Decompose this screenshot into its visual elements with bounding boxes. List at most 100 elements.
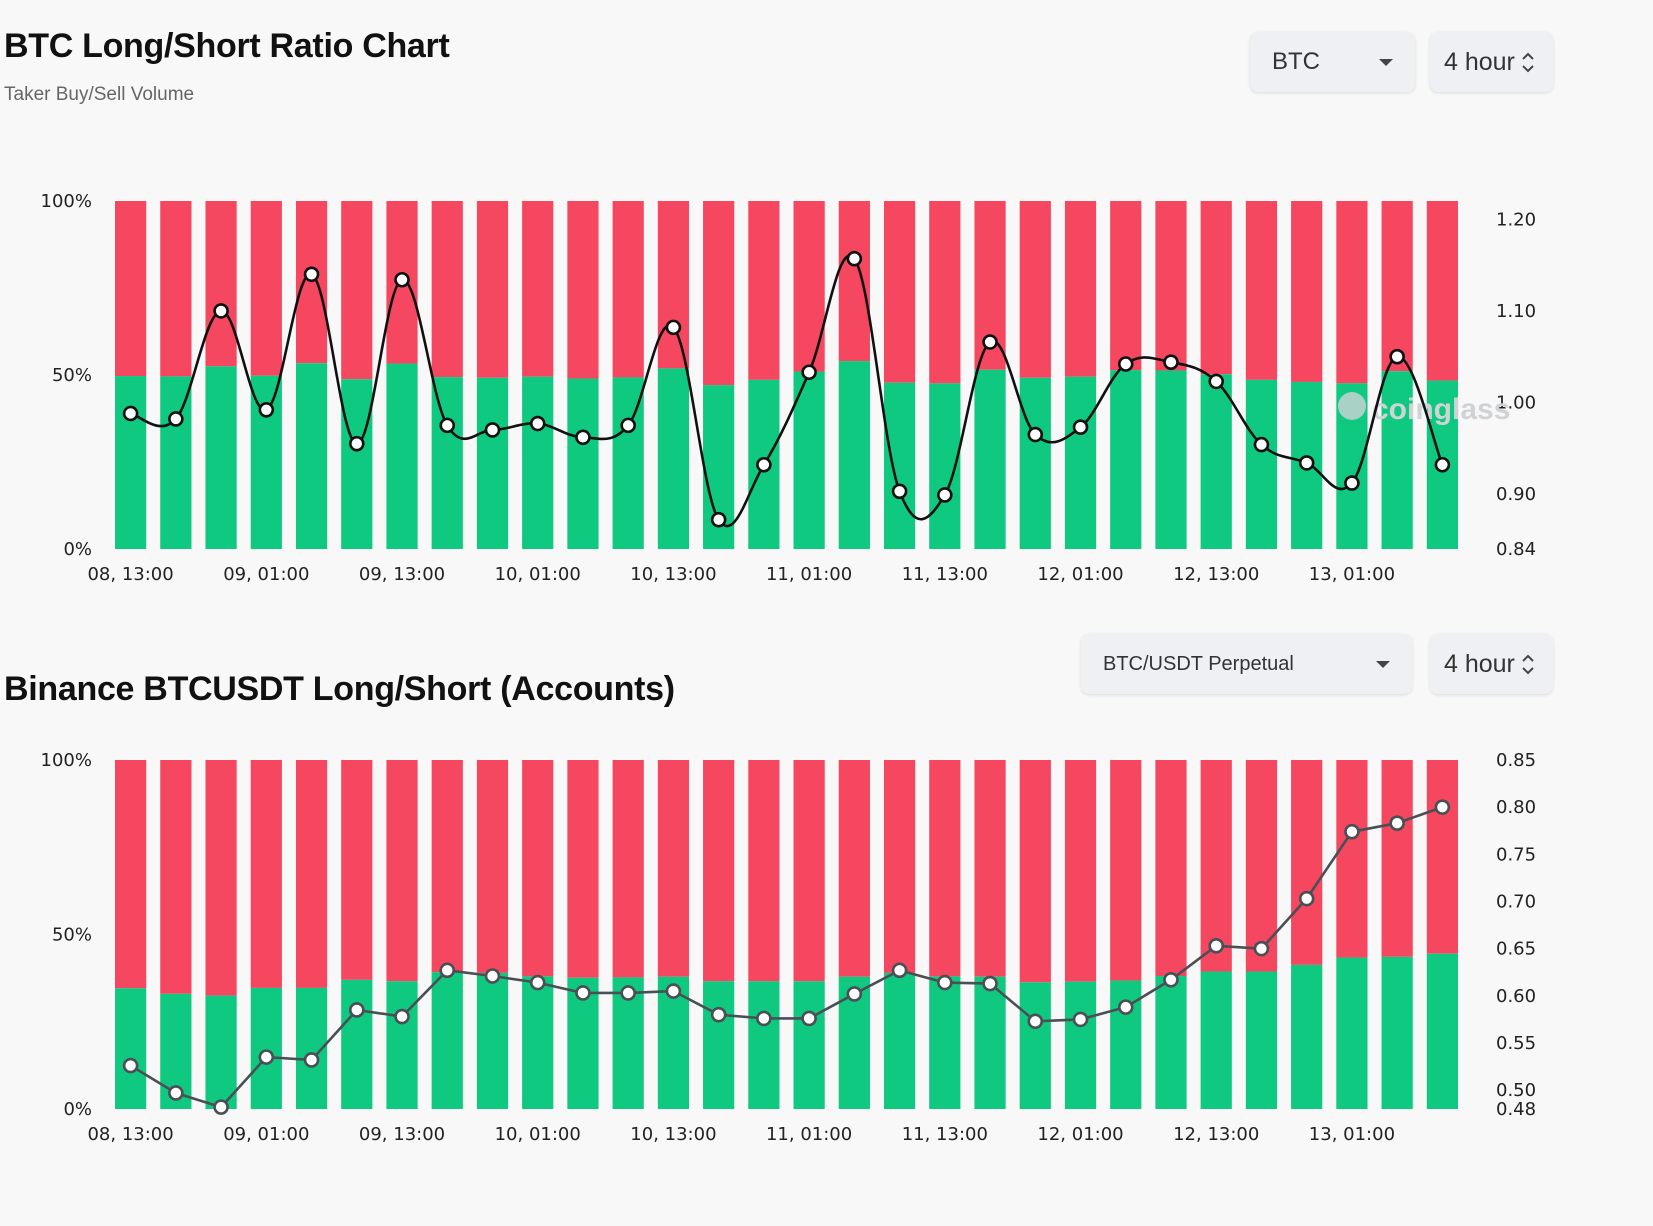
long-bar: [1245, 971, 1278, 1109]
updown-arrows-icon: [1521, 52, 1535, 73]
short-bar: [703, 201, 735, 386]
x-tick-label: 11, 13:00: [902, 1124, 988, 1145]
y-left-tick-label: 50%: [52, 365, 92, 386]
short-bar: [522, 760, 554, 977]
interval-select-value: 4 hour: [1444, 47, 1515, 76]
short-bar: [1426, 760, 1458, 954]
ratio-point: [394, 271, 410, 288]
short-bar: [1336, 760, 1368, 958]
ratio-point: [258, 1049, 275, 1065]
long-bar: [1426, 953, 1458, 1109]
short-bar: [929, 201, 961, 384]
x-tick-label: 11, 13:00: [902, 564, 988, 585]
x-tick-label: 13, 01:00: [1309, 564, 1395, 585]
long-bar: [1110, 370, 1142, 549]
ratio-point: [1298, 890, 1315, 907]
short-bar: [748, 201, 780, 380]
ratio-point: [801, 364, 817, 381]
ratio-point: [575, 985, 591, 1001]
long-bar: [1019, 377, 1051, 549]
panel-title: BTC Long/Short Ratio Chart: [4, 27, 450, 65]
short-bar: [1200, 201, 1232, 375]
long-bar: [1019, 982, 1051, 1109]
short-bar: [1064, 201, 1097, 377]
short-bar: [115, 201, 147, 377]
ratio-point: [348, 435, 365, 452]
short-bar: [793, 201, 825, 372]
short-bar: [386, 760, 418, 982]
short-bar: [1291, 760, 1323, 965]
short-bar: [476, 760, 509, 973]
chevron-down-icon: [1379, 58, 1393, 66]
short-bar: [1200, 760, 1232, 972]
short-bar: [657, 760, 690, 977]
y-right-tick-label: 1.10: [1496, 301, 1536, 322]
short-bar: [1336, 201, 1368, 384]
ratio-point: [1434, 799, 1451, 815]
ratio-point: [1208, 938, 1225, 954]
ratio-point: [303, 266, 320, 283]
ratio-point: [710, 1006, 727, 1023]
ratio-point: [665, 983, 682, 999]
long-bar: [431, 972, 463, 1109]
long-bar: [974, 369, 1006, 549]
ratio-point: [1163, 971, 1179, 988]
panel-subtitle: Taker Buy/Sell Volume: [4, 84, 195, 105]
short-bar: [1426, 201, 1458, 381]
ratio-point: [1434, 456, 1451, 473]
long-bar: [476, 377, 509, 549]
ratio-point: [348, 1002, 365, 1018]
ratio-point: [1117, 999, 1134, 1015]
ratio-point: [122, 1057, 139, 1074]
long-bar: [1381, 956, 1413, 1109]
x-tick-label: 11, 01:00: [766, 564, 852, 585]
y-left-tick-label: 50%: [52, 925, 92, 946]
short-bar: [476, 201, 509, 378]
long-bar: [567, 378, 599, 549]
long-bar: [476, 972, 509, 1109]
ratio-point: [213, 1099, 229, 1115]
long-bar: [657, 368, 690, 549]
bars: [115, 760, 1458, 1109]
x-tick-label: 08, 13:00: [87, 1124, 173, 1145]
ratio-point: [665, 319, 682, 336]
ratio-point: [303, 1052, 320, 1068]
short-bar: [341, 760, 373, 980]
ratio-point: [529, 974, 546, 991]
y-right-tick-label: 0.50: [1496, 1080, 1536, 1101]
accounts-ratio-panel: Binance BTCUSDT Long/Short (Accounts) BT…: [0, 634, 1653, 1226]
ratio-point: [1027, 426, 1044, 443]
pair-select[interactable]: BTC/USDT Perpetual: [1081, 634, 1412, 694]
y-left-tick-label: 100%: [41, 750, 92, 771]
short-bar: [522, 201, 554, 377]
y-right-tick-label: 0.70: [1496, 891, 1536, 912]
short-bar: [160, 760, 192, 994]
y-right-tick-label: 1.20: [1496, 209, 1536, 230]
ratio-point: [439, 962, 456, 979]
short-bar: [1245, 201, 1278, 380]
coin-select[interactable]: BTC: [1250, 32, 1415, 92]
ratio-point: [937, 974, 953, 991]
interval-select-value: 4 hour: [1444, 649, 1515, 678]
accounts-ratio-chart: 100% 50% 0% 0.85 0.80 0.75 0.70 0.65 0.60 0.55 0.5…: [41, 750, 1537, 1145]
ratio-point: [168, 1085, 184, 1101]
short-bar: [1291, 201, 1323, 382]
ratio-point: [1389, 348, 1405, 365]
long-bar: [1336, 957, 1368, 1109]
interval-select[interactable]: 4 hour: [1430, 634, 1553, 694]
y-left-tick-label: 100%: [41, 191, 92, 212]
short-bar: [883, 760, 916, 973]
short-bar: [295, 201, 328, 364]
long-bar: [341, 379, 373, 549]
interval-select[interactable]: 4 hour: [1430, 32, 1553, 92]
short-bar: [612, 201, 644, 378]
ratio-point: [1208, 373, 1225, 390]
ratio-point: [1344, 475, 1360, 491]
short-bar: [838, 201, 870, 362]
short-bar: [431, 760, 463, 973]
long-bar: [115, 988, 147, 1109]
short-bar: [748, 760, 780, 982]
ratio-point: [1298, 455, 1315, 471]
watermark-logo-icon: [1338, 392, 1366, 420]
x-tick-label: 12, 01:00: [1037, 564, 1123, 585]
